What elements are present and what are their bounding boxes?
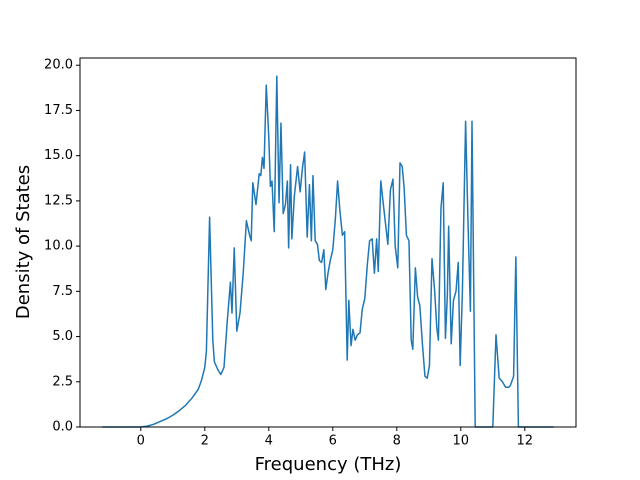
y-tick-label: 2.5	[52, 374, 73, 389]
y-tick-label: 20.0	[44, 58, 73, 73]
x-tick-label: 2	[201, 434, 209, 449]
y-tick-label: 15.0	[44, 148, 73, 163]
x-tick-label: 8	[393, 434, 401, 449]
plot-frame	[79, 57, 577, 428]
y-tick-label: 17.5	[44, 103, 73, 118]
y-tick-label: 10.0	[44, 239, 73, 254]
x-tick-label: 0	[137, 434, 145, 449]
x-tick-label: 10	[453, 434, 470, 449]
y-tick-label: 5.0	[52, 329, 73, 344]
y-axis-label: Density of States	[13, 165, 34, 319]
y-tick-label: 0.0	[52, 420, 73, 435]
x-tick-label: 6	[329, 434, 337, 449]
y-tick-label: 12.5	[44, 193, 73, 208]
x-tick-label: 4	[265, 434, 273, 449]
line	[102, 75, 554, 428]
y-tick-label: 7.5	[52, 284, 73, 299]
x-axis-label: Frequency (THz)	[255, 454, 402, 475]
x-tick-label: 12	[517, 434, 534, 449]
